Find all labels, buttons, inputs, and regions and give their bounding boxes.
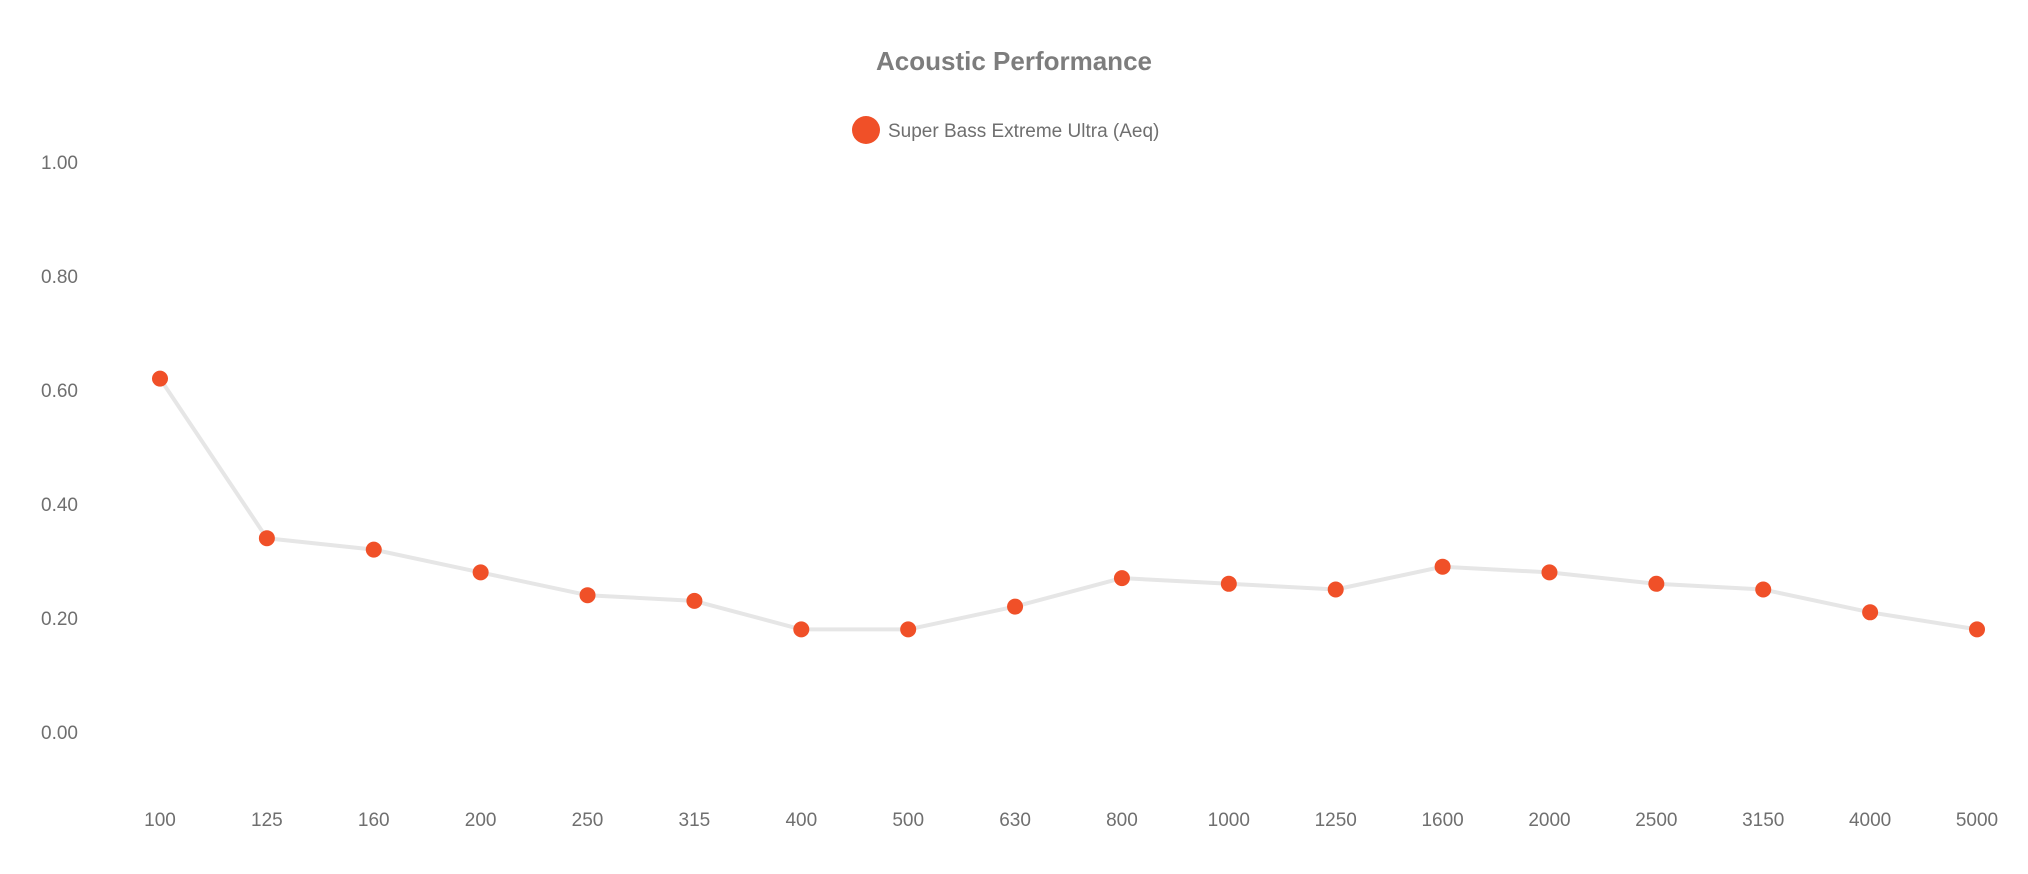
legend[interactable]: Super Bass Extreme Ultra (Aeq) <box>852 116 1159 144</box>
data-point[interactable]: 2500: 0.26 <box>1648 575 1665 592</box>
x-tick-label: 2500 <box>1635 810 1677 831</box>
data-point[interactable]: 630: 0.22 <box>1007 598 1024 615</box>
x-tick-label: 125 <box>251 810 283 831</box>
x-tick-label: 315 <box>679 810 711 831</box>
x-tick-label: 1000 <box>1208 810 1250 831</box>
x-tick-label: 800 <box>1106 810 1138 831</box>
x-tick-label: 4000 <box>1849 810 1891 831</box>
y-tick-label: 0.80 <box>41 267 78 288</box>
x-axis: 100 125 160 200 250 315 400 500 630 800 1000 1250 16… <box>144 810 1998 831</box>
y-tick-label: 0.20 <box>41 609 78 630</box>
y-tick-label: 1.00 <box>41 153 78 174</box>
data-point[interactable]: 1250: 0.25 <box>1327 581 1344 598</box>
data-point[interactable]: 4000: 0.21 <box>1862 604 1879 621</box>
data-point[interactable]: 2000: 0.28 <box>1541 564 1558 581</box>
y-axis: 0.00 0.20 0.40 0.60 0.80 1.00 <box>41 153 78 744</box>
data-point[interactable]: 400: 0.18 <box>793 621 810 638</box>
data-point[interactable]: 1600: 0.29 <box>1434 558 1451 575</box>
series-line <box>158 376 1979 632</box>
data-point[interactable]: 250: 0.24 <box>579 587 596 604</box>
data-point[interactable]: 3150: 0.25 <box>1755 581 1772 598</box>
x-tick-label: 250 <box>572 810 604 831</box>
data-point[interactable]: 5000: 0.18 <box>1969 621 1985 638</box>
data-point[interactable]: 800: 0.27 <box>1113 570 1130 587</box>
legend-marker <box>852 116 880 144</box>
data-point[interactable]: 100: 0.62 <box>152 370 168 387</box>
data-point[interactable]: 1000: 0.26 <box>1220 575 1237 592</box>
x-tick-label: 5000 <box>1956 810 1998 831</box>
chart-title: Acoustic Performance <box>876 46 1152 76</box>
data-point[interactable]: 315: 0.23 <box>686 592 703 609</box>
data-point[interactable]: 125: 0.34 <box>258 530 275 547</box>
x-tick-label: 1600 <box>1421 810 1463 831</box>
x-tick-label: 200 <box>465 810 497 831</box>
x-tick-label: 100 <box>144 810 176 831</box>
data-point[interactable]: 200: 0.28 <box>472 564 489 581</box>
x-tick-label: 2000 <box>1528 810 1570 831</box>
x-tick-label: 400 <box>785 810 817 831</box>
data-point[interactable]: 160: 0.32 <box>365 541 382 558</box>
data-point[interactable]: 500: 0.18 <box>900 621 917 638</box>
x-tick-label: 500 <box>892 810 924 831</box>
x-tick-label: 3150 <box>1742 810 1784 831</box>
y-tick-label: 0.00 <box>41 723 78 744</box>
x-tick-label: 1250 <box>1315 810 1357 831</box>
x-tick-label: 160 <box>358 810 390 831</box>
y-tick-label: 0.60 <box>41 381 78 402</box>
series-layer: 100: 0.62 125: 0.34 160: 0.32 200: 0.28 250:… <box>152 370 1985 638</box>
x-tick-label: 630 <box>999 810 1031 831</box>
y-tick-label: 0.40 <box>41 495 78 516</box>
legend-label: Super Bass Extreme Ultra (Aeq) <box>888 121 1159 142</box>
